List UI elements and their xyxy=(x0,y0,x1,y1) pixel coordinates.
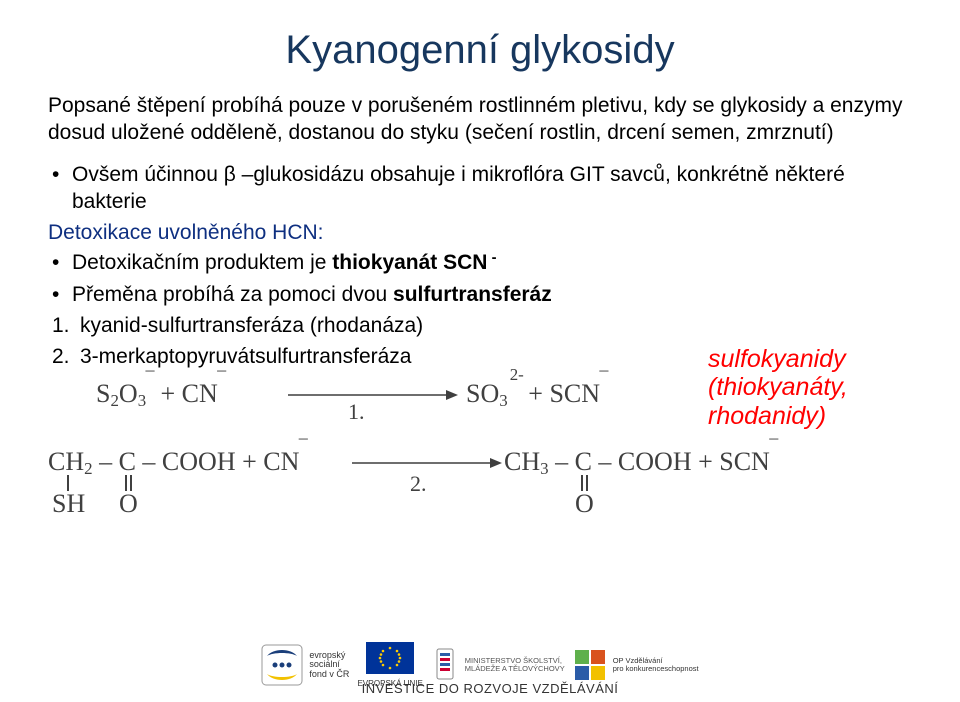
eq2-sh: SH xyxy=(52,489,85,519)
eq2-number: 2. xyxy=(410,471,427,497)
charge-minus: ‾ xyxy=(770,437,778,463)
eu-logo-icon: EVROPSKÁ UNIE xyxy=(357,642,422,688)
charge-minus: ‾ xyxy=(600,369,608,395)
charge-minus: ‾ xyxy=(299,437,307,463)
bullet-item: Přeměna probíhá za pomoci dvou sulfurtra… xyxy=(52,281,912,308)
bold-fragment: thiokyanát SCN xyxy=(332,251,487,274)
annotation: sulfokyanidy (thiokyanáty, rhodanidy) xyxy=(708,345,848,431)
eq1-rhs: SO32- + SCN‾ xyxy=(466,379,608,409)
reaction-arrow-icon xyxy=(352,455,502,471)
eq2-o1: O xyxy=(119,489,138,519)
eu-text: EVROPSKÁ UNIE xyxy=(357,679,422,688)
charge-minus: ‾ xyxy=(146,369,154,395)
eq2-rhs: CH3 – C – COOH + SCN‾ xyxy=(504,447,778,477)
ministry-logo-icon: MINISTERSTVO ŠKOLSTVÍ, MLÁDEŽE A TĚLOVÝC… xyxy=(431,647,565,683)
eq1-number: 1. xyxy=(348,399,365,425)
eq1-lhs: S2O3‾ + CN‾ xyxy=(96,379,226,409)
equation-area: S2O3‾ + CN‾ 1. SO32- + SCN‾ CH2 – C – CO… xyxy=(48,375,912,535)
footer: evropský sociální fond v ČR EVROPSKÁ UNI… xyxy=(0,681,960,696)
esf-text: evropský sociální fond v ČR xyxy=(309,651,349,679)
list-number: 1. xyxy=(52,312,70,339)
bullet-list-1: Ovšem účinnou β –glukosidázu obsahuje i … xyxy=(52,161,912,216)
opvk-text: OP Vzdělávání pro konkurenceschopnost xyxy=(613,657,699,674)
text-fragment: Přeměna probíhá za pomoci dvou xyxy=(72,283,393,306)
bullet-list-2: Detoxikačním produktem je thiokyanát SCN… xyxy=(52,249,912,308)
list-item: 1. kyanid-sulfurtransferáza (rhodanáza) xyxy=(52,312,912,339)
bullet-item: Detoxikačním produktem je thiokyanát SCN… xyxy=(52,249,912,276)
detox-heading: Detoxikace uvolněného HCN: xyxy=(48,221,912,245)
opvk-logo-icon: OP Vzdělávání pro konkurenceschopnost xyxy=(573,648,699,682)
list-text: 3-merkaptopyruvátsulfurtransferáza xyxy=(80,345,411,368)
eq2-lhs: CH2 – C – COOH + CN‾ xyxy=(48,447,307,477)
list-text: kyanid-sulfurtransferáza (rhodanáza) xyxy=(80,314,423,337)
list-number: 2. xyxy=(52,343,70,370)
annot-line: (thiokyanáty, xyxy=(708,373,848,402)
eq2-o2: O xyxy=(575,489,594,519)
text-fragment: Detoxikačním produktem je xyxy=(72,251,332,274)
slide: Kyanogenní glykosidy Popsané štěpení pro… xyxy=(0,0,960,702)
superscript: - xyxy=(487,250,496,266)
annot-line: rhodanidy) xyxy=(708,402,848,431)
footer-logos: evropský sociální fond v ČR EVROPSKÁ UNI… xyxy=(0,642,960,688)
intro-paragraph: Popsané štěpení probíhá pouze v porušené… xyxy=(48,93,912,147)
reaction-arrow-icon xyxy=(288,387,458,403)
bold-fragment: sulfurtransferáz xyxy=(393,283,552,306)
esf-logo-icon: evropský sociální fond v ČR xyxy=(261,644,349,686)
slide-title: Kyanogenní glykosidy xyxy=(48,28,912,73)
annot-line: sulfokyanidy xyxy=(708,345,848,374)
charge-minus: ‾ xyxy=(218,369,226,395)
ministry-text: MINISTERSTVO ŠKOLSTVÍ, MLÁDEŽE A TĚLOVÝC… xyxy=(465,657,565,674)
bullet-item: Ovšem účinnou β –glukosidázu obsahuje i … xyxy=(52,161,912,216)
